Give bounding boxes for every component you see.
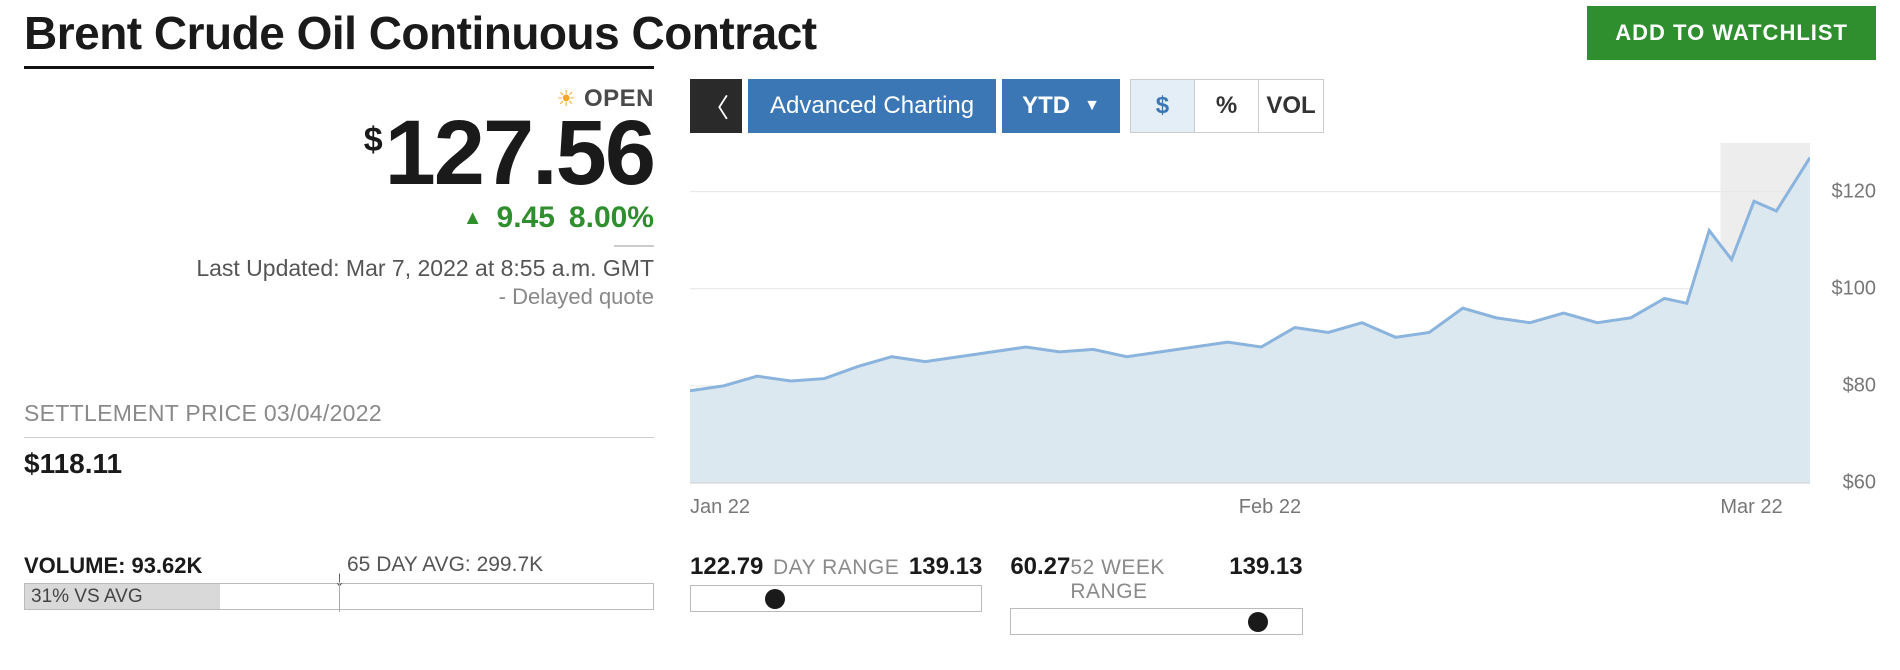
price-currency: $ bbox=[364, 121, 383, 160]
unit-volume-button[interactable]: VOL bbox=[1259, 80, 1323, 132]
page-title: Brent Crude Oil Continuous Contract bbox=[24, 6, 817, 60]
volume-avg-tick bbox=[339, 582, 340, 612]
chart-svg bbox=[690, 143, 1810, 513]
volume-value: 93.62K bbox=[131, 553, 202, 579]
change-up-icon: ▲ bbox=[463, 207, 483, 230]
chart-panel: 〈 Advanced Charting YTD ▼ $ % VOL $60 $80… bbox=[690, 79, 1876, 513]
volume-label: VOLUME: bbox=[24, 553, 125, 579]
advanced-charting-button[interactable]: Advanced Charting bbox=[748, 79, 996, 133]
unit-dollar-button[interactable]: $ bbox=[1131, 80, 1195, 132]
x-axis-tick: Feb 22 bbox=[1239, 496, 1301, 519]
week52-range-high: 139.13 bbox=[1229, 553, 1302, 581]
price-value: 127.56 bbox=[385, 107, 654, 199]
x-axis-tick: Jan 22 bbox=[690, 496, 750, 519]
week52-range-marker bbox=[1248, 612, 1268, 632]
week52-range-low: 60.27 bbox=[1010, 553, 1070, 581]
y-axis-tick: $60 bbox=[1843, 472, 1876, 495]
change-percent: 8.00% bbox=[569, 201, 654, 235]
change-divider bbox=[614, 245, 654, 247]
y-axis-tick: $80 bbox=[1843, 374, 1876, 397]
add-to-watchlist-button[interactable]: ADD TO WATCHLIST bbox=[1587, 6, 1876, 60]
volume-bar-fill: 31% VS AVG bbox=[25, 584, 220, 609]
caret-down-icon: ▼ bbox=[1084, 97, 1100, 115]
day-range-marker bbox=[765, 589, 785, 609]
volume-avg-label: 65 DAY AVG: 299.7K bbox=[347, 553, 543, 577]
week52-range-title: 52 WEEK RANGE bbox=[1070, 556, 1229, 604]
chevron-left-icon: 〈 bbox=[703, 88, 729, 125]
settlement-price: $118.11 bbox=[24, 448, 654, 480]
time-range-label: YTD bbox=[1022, 92, 1070, 120]
week52-range-block: 60.27 52 WEEK RANGE 139.13 bbox=[1010, 553, 1302, 635]
settlement-label: SETTLEMENT PRICE 03/04/2022 bbox=[24, 400, 654, 427]
price-change: ▲ 9.45 8.00% bbox=[24, 201, 654, 235]
chart-back-button[interactable]: 〈 bbox=[690, 79, 742, 133]
change-absolute: 9.45 bbox=[497, 201, 555, 235]
settlement-divider bbox=[24, 437, 654, 438]
unit-toggle-group: $ % VOL bbox=[1130, 79, 1324, 133]
last-updated: Last Updated: Mar 7, 2022 at 8:55 a.m. G… bbox=[24, 255, 654, 282]
title-divider bbox=[24, 66, 654, 69]
day-range-low: 122.79 bbox=[690, 553, 763, 581]
day-range-block: 122.79 DAY RANGE 139.13 bbox=[690, 553, 982, 635]
day-range-high: 139.13 bbox=[909, 553, 982, 581]
quote-panel: ☀ OPEN $ 127.56 ▲ 9.45 8.00% Last Update… bbox=[24, 79, 654, 513]
chart-toolbar: 〈 Advanced Charting YTD ▼ $ % VOL bbox=[690, 79, 1876, 133]
y-axis-tick: $100 bbox=[1832, 277, 1877, 300]
y-axis-tick: $120 bbox=[1832, 180, 1877, 203]
delayed-quote: - Delayed quote bbox=[24, 284, 654, 310]
volume-avg-marker: ↓ 65 DAY AVG: 299.7K bbox=[334, 553, 543, 585]
unit-percent-button[interactable]: % bbox=[1195, 80, 1259, 132]
day-range-bar bbox=[690, 586, 982, 612]
week52-range-bar bbox=[1010, 609, 1302, 635]
time-range-selector[interactable]: YTD ▼ bbox=[1002, 79, 1120, 133]
price-chart[interactable]: $60$80$100$120 Jan 22Feb 22Mar 22 bbox=[690, 143, 1876, 513]
x-axis-tick: Mar 22 bbox=[1720, 496, 1782, 519]
volume-block: VOLUME: 93.62K ↓ 65 DAY AVG: 299.7K 31% … bbox=[24, 553, 654, 610]
day-range-title: DAY RANGE bbox=[773, 556, 899, 580]
volume-bar: 31% VS AVG bbox=[24, 584, 654, 610]
